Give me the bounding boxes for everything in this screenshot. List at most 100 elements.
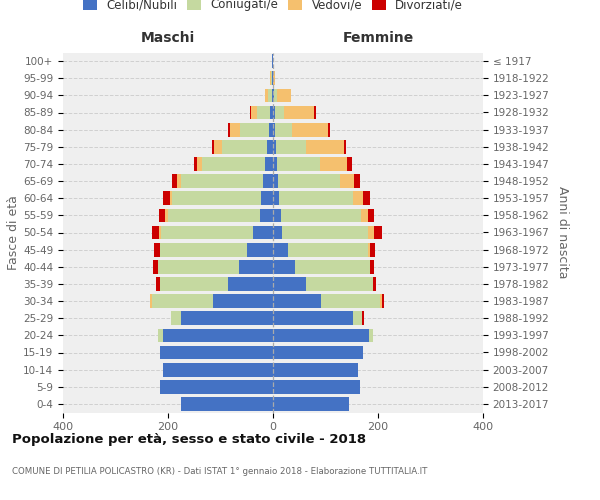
Bar <box>273 260 370 274</box>
Legend: Celibi/Nubili, Coniugati/e, Vedovi/e, Divorziati/e: Celibi/Nubili, Coniugati/e, Vedovi/e, Di… <box>78 0 468 16</box>
Bar <box>197 157 273 171</box>
Bar <box>163 363 273 376</box>
Bar <box>273 174 355 188</box>
Bar <box>168 208 273 222</box>
Bar <box>273 294 380 308</box>
Bar <box>260 208 273 222</box>
Bar <box>154 243 273 256</box>
Bar <box>273 208 281 222</box>
Bar <box>273 346 363 360</box>
Bar <box>273 157 320 171</box>
Bar <box>273 363 358 376</box>
Bar <box>160 380 273 394</box>
Bar <box>273 72 275 85</box>
Bar <box>273 174 340 188</box>
Bar <box>273 140 306 153</box>
Bar <box>212 294 273 308</box>
Bar <box>273 397 349 411</box>
Bar <box>273 380 359 394</box>
Bar <box>273 397 349 411</box>
Bar <box>160 346 273 360</box>
Bar <box>271 106 273 120</box>
Bar <box>265 88 273 102</box>
Bar <box>239 260 273 274</box>
Bar <box>273 157 347 171</box>
Bar <box>181 397 273 411</box>
Bar <box>273 380 359 394</box>
Text: Femmine: Femmine <box>343 31 413 45</box>
Bar <box>273 346 363 360</box>
Bar <box>160 346 273 360</box>
Bar <box>273 328 373 342</box>
Bar <box>163 363 273 376</box>
Bar <box>273 346 363 360</box>
Bar <box>265 157 273 171</box>
Bar <box>273 123 328 136</box>
Bar <box>273 312 353 325</box>
Bar <box>163 363 273 376</box>
Bar <box>273 106 275 120</box>
Bar <box>177 174 273 188</box>
Bar <box>181 312 273 325</box>
Bar <box>181 397 273 411</box>
Bar <box>273 88 274 102</box>
Bar <box>265 88 273 102</box>
Bar <box>222 140 273 153</box>
Bar <box>273 88 292 102</box>
Bar <box>269 123 273 136</box>
Bar <box>163 192 273 205</box>
Bar <box>257 106 273 120</box>
Bar <box>158 226 273 239</box>
Bar <box>273 88 277 102</box>
Bar <box>273 294 322 308</box>
Bar <box>157 328 273 342</box>
Bar <box>273 243 288 256</box>
Bar <box>273 312 362 325</box>
Bar <box>273 363 358 376</box>
Bar <box>273 226 283 239</box>
Y-axis label: Anni di nascita: Anni di nascita <box>556 186 569 279</box>
Bar <box>273 208 361 222</box>
Text: COMUNE DI PETILIA POLICASTRO (KR) - Dati ISTAT 1° gennaio 2018 - Elaborazione TU: COMUNE DI PETILIA POLICASTRO (KR) - Dati… <box>12 468 427 476</box>
Bar <box>163 363 273 376</box>
Bar <box>163 328 273 342</box>
Bar <box>181 397 273 411</box>
Bar <box>273 294 384 308</box>
Bar <box>273 88 292 102</box>
Bar <box>273 363 358 376</box>
Bar <box>160 277 273 291</box>
Bar <box>273 260 295 274</box>
Bar <box>154 260 273 274</box>
Bar <box>170 192 273 205</box>
Bar <box>251 106 273 120</box>
Bar <box>273 174 360 188</box>
Bar <box>273 157 277 171</box>
Bar <box>159 208 273 222</box>
Bar <box>157 260 273 274</box>
Bar <box>271 72 273 85</box>
Bar <box>161 226 273 239</box>
Y-axis label: Fasce di età: Fasce di età <box>7 195 20 270</box>
Bar <box>170 312 273 325</box>
Bar <box>160 380 273 394</box>
Bar <box>273 277 305 291</box>
Bar <box>152 294 273 308</box>
Bar <box>214 140 273 153</box>
Bar <box>273 277 376 291</box>
Bar <box>266 140 273 153</box>
Bar <box>273 363 358 376</box>
Bar <box>166 208 273 222</box>
Bar <box>273 260 374 274</box>
Bar <box>273 226 382 239</box>
Bar <box>194 157 273 171</box>
Bar <box>181 397 273 411</box>
Bar <box>160 346 273 360</box>
Bar <box>273 123 330 136</box>
Bar <box>263 174 273 188</box>
Bar <box>273 140 344 153</box>
Bar <box>273 312 362 325</box>
Bar <box>230 123 273 136</box>
Bar <box>273 346 363 360</box>
Bar <box>268 88 273 102</box>
Bar <box>181 174 273 188</box>
